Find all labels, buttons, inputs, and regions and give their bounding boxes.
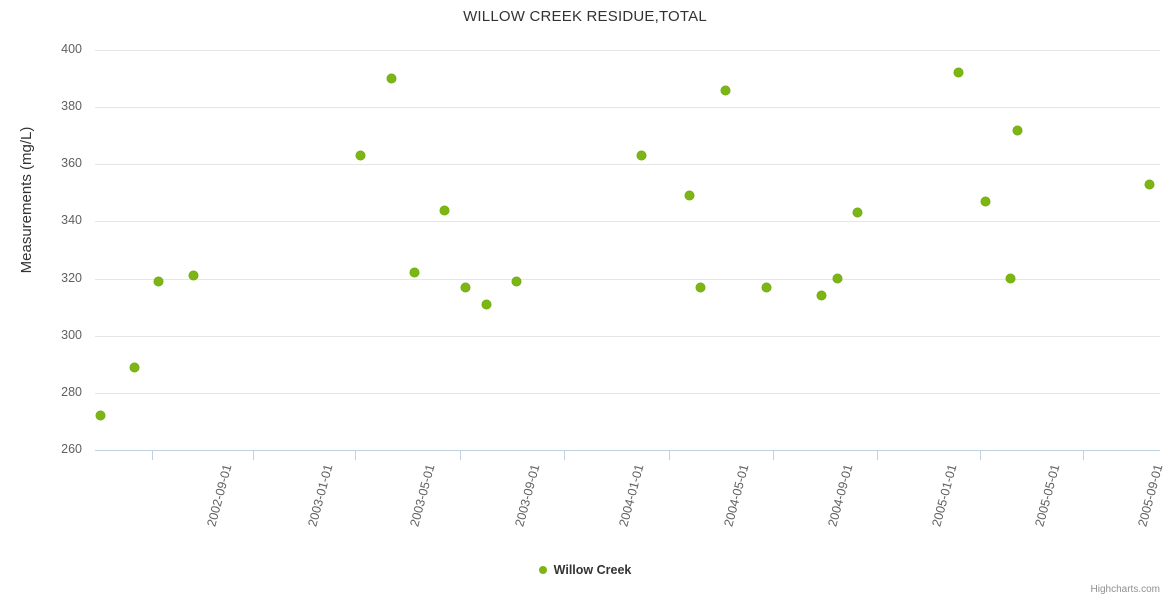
x-axis-tick-label: 2005-05-01 <box>1032 462 1063 529</box>
y-axis-tick-label: 280 <box>61 384 82 399</box>
data-point[interactable] <box>980 196 990 206</box>
highcharts-credits[interactable]: Highcharts.com <box>1090 584 1160 595</box>
x-axis-tick-mark <box>253 451 254 460</box>
gridline <box>95 221 1160 223</box>
y-axis-tick-label: 320 <box>61 270 82 285</box>
y-axis-tick-label: 360 <box>61 156 82 171</box>
chart-legend: Willow Creek <box>0 563 1170 577</box>
data-point[interactable] <box>460 282 470 292</box>
y-axis-tick-label: 260 <box>61 442 82 456</box>
x-axis-tick-label: 2002-09-01 <box>204 462 235 529</box>
data-point[interactable] <box>684 191 694 201</box>
data-point[interactable] <box>153 276 163 286</box>
data-point[interactable] <box>1005 274 1015 284</box>
gridline <box>95 335 1160 337</box>
gridline <box>95 392 1160 394</box>
y-axis-tick-label: 340 <box>61 213 82 228</box>
legend-item-willow-creek[interactable]: Willow Creek <box>538 563 632 577</box>
data-point[interactable] <box>720 85 730 95</box>
x-axis-tick-mark <box>669 451 670 460</box>
data-point[interactable] <box>95 411 105 421</box>
data-point[interactable] <box>1144 179 1154 189</box>
x-axis-tick-label: 2005-09-01 <box>1135 462 1166 529</box>
y-axis-tick-label: 300 <box>61 327 82 342</box>
x-axis-tick-label: 2003-01-01 <box>305 462 336 529</box>
data-point[interactable] <box>129 362 139 372</box>
gridline <box>95 164 1160 166</box>
data-point[interactable] <box>816 291 826 301</box>
x-axis-tick-mark <box>152 451 153 460</box>
x-axis-tick-label: 2004-09-01 <box>825 462 856 529</box>
gridline <box>95 107 1160 109</box>
data-point[interactable] <box>832 274 842 284</box>
x-axis-tick-label: 2004-05-01 <box>721 462 752 529</box>
data-point[interactable] <box>439 205 449 215</box>
x-axis-tick-mark <box>355 451 356 460</box>
x-axis-tick-label: 2004-01-01 <box>616 462 647 529</box>
gridline <box>95 278 1160 280</box>
y-axis-tick-label: 400 <box>61 42 82 56</box>
data-point[interactable] <box>481 299 491 309</box>
chart-title: WILLOW CREEK RESIDUE,TOTAL <box>463 8 707 25</box>
data-point[interactable] <box>355 151 365 161</box>
gridline <box>95 50 1160 51</box>
plot-area <box>95 45 1160 451</box>
legend-marker-icon <box>538 566 547 574</box>
data-point[interactable] <box>511 276 521 286</box>
x-axis-tick-mark <box>564 451 565 460</box>
x-axis-tick-mark <box>773 451 774 460</box>
legend-item-label: Willow Creek <box>553 563 632 577</box>
data-point[interactable] <box>695 282 705 292</box>
x-axis-tick-label: 2003-05-01 <box>407 462 438 529</box>
data-point[interactable] <box>761 282 771 292</box>
data-point[interactable] <box>953 68 963 78</box>
x-axis-tick-mark <box>877 451 878 460</box>
x-axis-tick-mark <box>460 451 461 460</box>
data-point[interactable] <box>1012 125 1022 135</box>
data-point[interactable] <box>852 208 862 218</box>
x-axis-tick-mark <box>980 451 981 460</box>
data-point[interactable] <box>386 74 396 84</box>
data-point[interactable] <box>636 151 646 161</box>
y-axis-tick-label: 380 <box>61 99 82 114</box>
data-point[interactable] <box>409 268 419 278</box>
data-point[interactable] <box>188 271 198 281</box>
x-axis-tick-mark <box>1083 451 1084 460</box>
x-axis-tick-label: 2005-01-01 <box>929 462 960 529</box>
x-axis-line <box>95 450 1160 451</box>
x-axis-tick-label: 2003-09-01 <box>512 462 543 529</box>
